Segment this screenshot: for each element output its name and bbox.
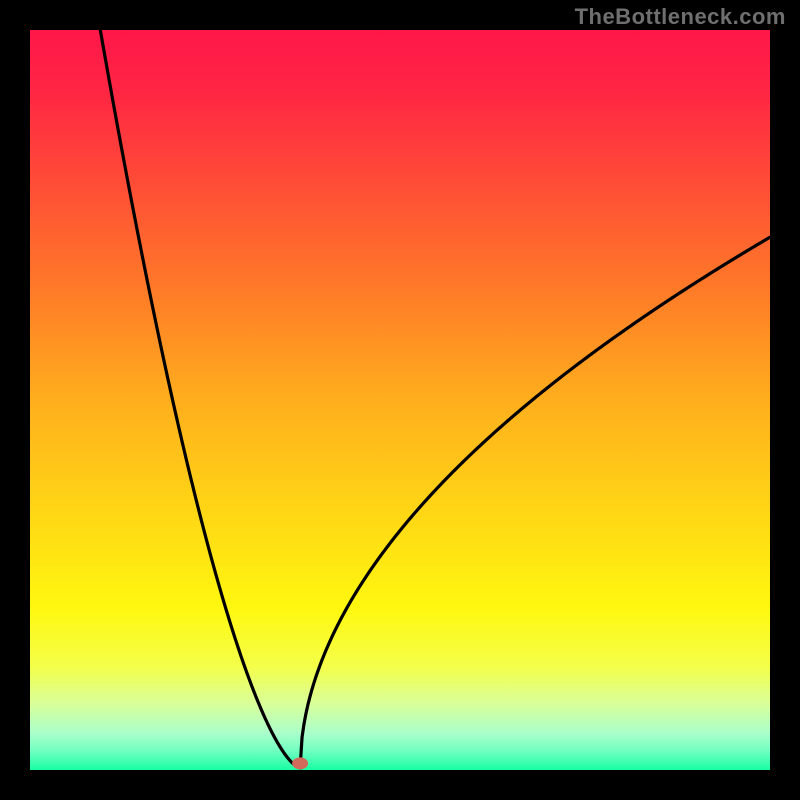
plot-svg	[30, 30, 770, 770]
minimum-marker	[292, 757, 308, 769]
watermark-label: TheBottleneck.com	[575, 4, 786, 30]
plot-area	[30, 30, 770, 770]
chart-frame: TheBottleneck.com	[0, 0, 800, 800]
gradient-background	[30, 30, 770, 770]
